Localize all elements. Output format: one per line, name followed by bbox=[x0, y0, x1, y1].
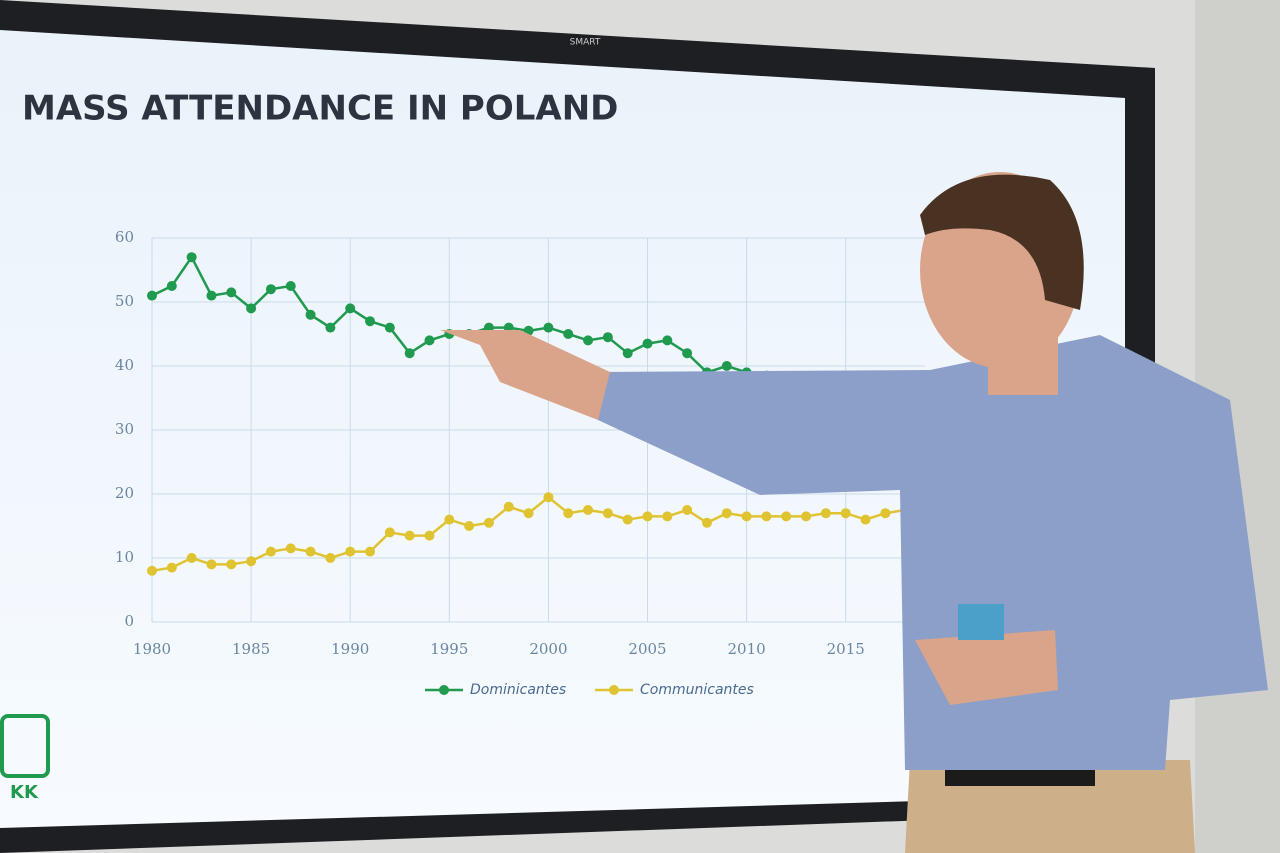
data-point bbox=[246, 303, 257, 314]
x-tick-label: 1980 bbox=[133, 640, 171, 658]
data-point bbox=[642, 511, 653, 522]
data-point bbox=[622, 348, 633, 359]
x-tick-label: 2010 bbox=[728, 640, 766, 658]
data-point bbox=[682, 505, 693, 515]
legend-marker bbox=[439, 685, 449, 695]
data-point bbox=[226, 287, 237, 298]
data-point bbox=[761, 511, 772, 522]
data-point bbox=[285, 543, 296, 554]
data-point bbox=[503, 501, 514, 512]
data-point bbox=[622, 514, 633, 525]
y-tick-label: 40 bbox=[115, 356, 134, 374]
data-point bbox=[424, 530, 435, 541]
data-point bbox=[285, 281, 296, 291]
legend-label: Communicantes bbox=[640, 682, 754, 698]
data-point bbox=[404, 530, 415, 541]
data-point bbox=[325, 553, 336, 563]
shirt bbox=[598, 335, 1268, 770]
data-point bbox=[820, 508, 831, 519]
screen bbox=[0, 30, 1125, 828]
data-point bbox=[365, 316, 376, 327]
x-tick-label: 2005 bbox=[628, 640, 666, 658]
hair bbox=[920, 174, 1084, 310]
chart-title: MASS ATTENDANCE IN POLAND bbox=[22, 89, 618, 129]
data-point bbox=[206, 290, 217, 301]
data-point bbox=[246, 556, 257, 567]
data-point bbox=[186, 252, 197, 263]
data-point bbox=[147, 290, 157, 301]
data-point bbox=[662, 335, 673, 346]
data-point bbox=[602, 332, 613, 343]
hand bbox=[440, 330, 610, 420]
data-point bbox=[563, 329, 574, 339]
y-tick-label: 20 bbox=[115, 484, 134, 502]
data-point bbox=[305, 309, 316, 320]
data-point bbox=[206, 559, 217, 570]
data-point bbox=[384, 527, 395, 538]
y-tick-label: 10 bbox=[115, 548, 134, 566]
data-point bbox=[701, 517, 712, 528]
data-point bbox=[721, 361, 732, 371]
logo-text: KK bbox=[10, 782, 39, 803]
data-point bbox=[602, 508, 613, 519]
data-point bbox=[682, 348, 693, 359]
data-point bbox=[325, 322, 336, 333]
data-point bbox=[483, 517, 494, 528]
y-tick-label: 0 bbox=[124, 612, 134, 630]
data-point bbox=[721, 508, 732, 519]
data-point bbox=[444, 514, 455, 525]
x-tick-label: 2015 bbox=[827, 640, 865, 658]
data-point bbox=[880, 508, 891, 519]
data-point bbox=[543, 322, 554, 333]
chart: 0 10 20 30 40 50 60 1980 1985 1990 1995 2000 2005 201… bbox=[115, 228, 925, 698]
data-point bbox=[147, 565, 157, 576]
x-tick-label: 2000 bbox=[529, 640, 567, 658]
data-point bbox=[543, 492, 554, 503]
data-point bbox=[404, 348, 415, 359]
x-tick-label: 1985 bbox=[232, 640, 270, 658]
data-point bbox=[345, 303, 356, 314]
data-point bbox=[563, 508, 574, 519]
data-point bbox=[781, 511, 792, 522]
data-point bbox=[226, 559, 237, 570]
logo-icon bbox=[0, 714, 50, 778]
data-point bbox=[662, 511, 673, 522]
data-point bbox=[464, 521, 475, 531]
data-point bbox=[166, 281, 177, 291]
data-point bbox=[384, 322, 395, 333]
legend-label: Dominicantes bbox=[470, 682, 566, 698]
left-hand bbox=[915, 630, 1058, 705]
data-point bbox=[265, 284, 276, 295]
data-point bbox=[523, 508, 534, 519]
data-point bbox=[840, 508, 851, 519]
data-point bbox=[265, 546, 276, 557]
y-tick-label: 60 bbox=[115, 228, 134, 246]
data-point bbox=[860, 514, 871, 525]
x-tick-label: 1990 bbox=[331, 640, 369, 658]
x-tick-label: 1995 bbox=[430, 640, 468, 658]
data-point bbox=[424, 335, 435, 346]
legend-marker bbox=[609, 685, 619, 695]
data-point bbox=[642, 338, 653, 349]
presenter bbox=[440, 172, 1268, 853]
data-point bbox=[365, 546, 376, 557]
data-point bbox=[741, 511, 752, 522]
data-point bbox=[305, 546, 316, 557]
y-tick-label: 50 bbox=[115, 292, 134, 310]
y-tick-label: 30 bbox=[115, 420, 134, 438]
data-point bbox=[583, 505, 594, 515]
badge bbox=[958, 604, 1004, 640]
data-point bbox=[583, 335, 594, 346]
data-point bbox=[186, 553, 197, 563]
tv-brand: SMART bbox=[570, 38, 601, 48]
data-point bbox=[345, 546, 356, 557]
data-point bbox=[166, 562, 177, 573]
data-point bbox=[801, 511, 812, 522]
